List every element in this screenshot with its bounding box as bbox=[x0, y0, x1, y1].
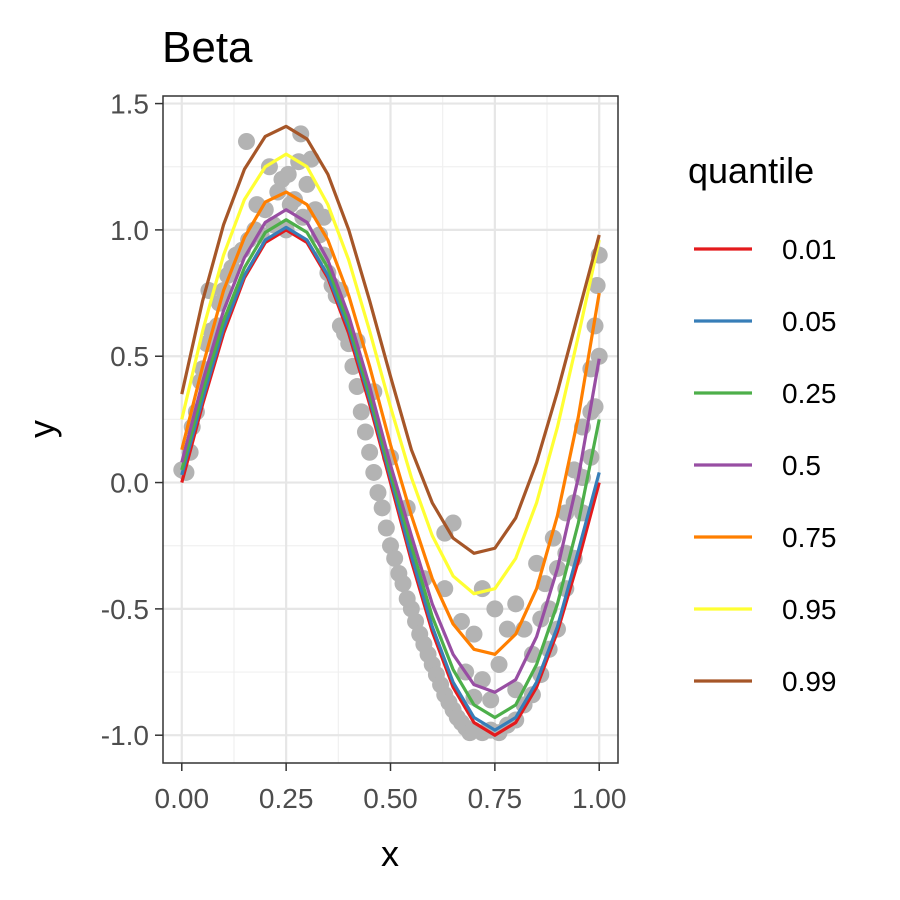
legend-label-0.75: 0.75 bbox=[782, 522, 837, 553]
legend-label-0.05: 0.05 bbox=[782, 306, 837, 337]
quantile-line-0.75 bbox=[180, 190, 601, 656]
x-tick-label: 0.25 bbox=[259, 783, 314, 814]
legend: quantile 0.01 0.05 0.25 0.5 0.75 0.95 0.99 bbox=[688, 150, 837, 697]
y-axis-label: y bbox=[21, 420, 62, 438]
data-point bbox=[356, 423, 374, 441]
y-tick-label: -1.0 bbox=[101, 720, 149, 751]
legend-label-0.01: 0.01 bbox=[782, 234, 837, 265]
y-tick-label: 0.0 bbox=[110, 468, 149, 499]
chart-title: Beta bbox=[162, 23, 253, 72]
data-point bbox=[523, 645, 541, 663]
data-point bbox=[490, 655, 508, 673]
y-axis: -1.0 -0.5 0.0 0.5 1.0 1.5 bbox=[101, 89, 163, 751]
x-tick-label: 0.50 bbox=[363, 783, 418, 814]
legend-label-0.99: 0.99 bbox=[782, 666, 837, 697]
quantile-lines bbox=[180, 124, 601, 737]
quantile-line-0.5 bbox=[180, 208, 601, 694]
data-point bbox=[588, 276, 606, 294]
quantile-line-0.95 bbox=[180, 152, 601, 596]
y-tick-label: 1.0 bbox=[110, 215, 149, 246]
data-point bbox=[373, 499, 391, 517]
data-point bbox=[352, 403, 370, 421]
y-tick-label: 0.5 bbox=[110, 341, 149, 372]
grid-major bbox=[163, 96, 618, 763]
x-tick-label: 1.00 bbox=[572, 783, 627, 814]
data-point bbox=[348, 378, 366, 396]
y-tick-label: 1.5 bbox=[110, 89, 149, 120]
x-axis-label: x bbox=[381, 833, 399, 874]
legend-label-0.95: 0.95 bbox=[782, 594, 837, 625]
quantile-line-0.99 bbox=[180, 124, 601, 555]
data-point bbox=[465, 625, 483, 643]
data-point bbox=[394, 575, 412, 593]
data-points bbox=[173, 125, 608, 742]
data-point bbox=[507, 595, 525, 613]
data-point bbox=[365, 463, 383, 481]
data-point bbox=[315, 208, 333, 226]
x-tick-label: 0.75 bbox=[468, 783, 523, 814]
data-point bbox=[486, 600, 504, 618]
x-axis: 0.00 0.25 0.50 0.75 1.00 bbox=[155, 763, 627, 814]
data-point bbox=[465, 688, 483, 706]
data-point bbox=[498, 620, 516, 638]
quantile-line-0.25 bbox=[180, 218, 601, 720]
data-point bbox=[256, 201, 274, 219]
legend-label-0.5: 0.5 bbox=[782, 450, 821, 481]
data-point bbox=[279, 165, 297, 183]
data-point bbox=[473, 671, 491, 689]
y-tick-label: -0.5 bbox=[101, 594, 149, 625]
data-point bbox=[369, 484, 387, 502]
data-point bbox=[444, 514, 462, 532]
data-point bbox=[377, 519, 395, 537]
data-point bbox=[298, 175, 316, 193]
x-tick-label: 0.00 bbox=[155, 783, 210, 814]
data-point bbox=[590, 347, 608, 365]
data-point bbox=[452, 613, 470, 631]
legend-title: quantile bbox=[688, 150, 814, 191]
data-point bbox=[386, 549, 404, 567]
legend-label-0.25: 0.25 bbox=[782, 378, 837, 409]
data-point bbox=[237, 132, 255, 150]
data-point bbox=[482, 691, 500, 709]
data-point bbox=[528, 554, 546, 572]
data-point bbox=[361, 443, 379, 461]
